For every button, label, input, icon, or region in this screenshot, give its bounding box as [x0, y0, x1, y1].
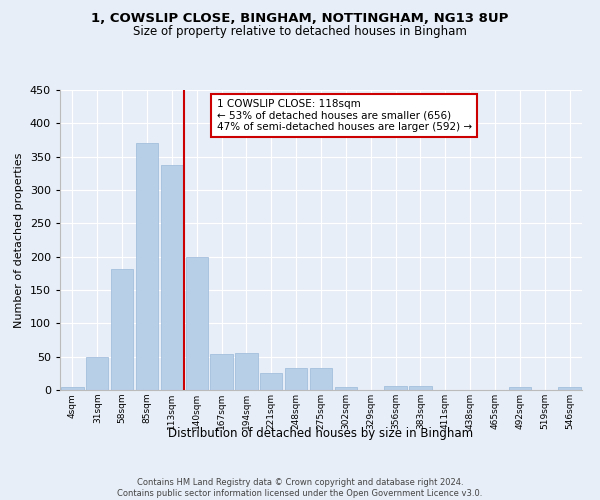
- Text: Contains HM Land Registry data © Crown copyright and database right 2024.
Contai: Contains HM Land Registry data © Crown c…: [118, 478, 482, 498]
- Text: Distribution of detached houses by size in Bingham: Distribution of detached houses by size …: [169, 428, 473, 440]
- Bar: [136, 144, 158, 390]
- Text: Size of property relative to detached houses in Bingham: Size of property relative to detached ho…: [133, 25, 467, 38]
- Text: 1, COWSLIP CLOSE, BINGHAM, NOTTINGHAM, NG13 8UP: 1, COWSLIP CLOSE, BINGHAM, NOTTINGHAM, N…: [91, 12, 509, 26]
- Bar: [211, 354, 233, 390]
- Y-axis label: Number of detached properties: Number of detached properties: [14, 152, 24, 328]
- Bar: [509, 386, 531, 390]
- Bar: [310, 368, 332, 390]
- Bar: [559, 388, 581, 390]
- Bar: [409, 386, 431, 390]
- Bar: [185, 258, 208, 390]
- Bar: [385, 386, 407, 390]
- Bar: [260, 372, 283, 390]
- Bar: [61, 386, 83, 390]
- Text: 1 COWSLIP CLOSE: 118sqm
← 53% of detached houses are smaller (656)
47% of semi-d: 1 COWSLIP CLOSE: 118sqm ← 53% of detache…: [217, 99, 472, 132]
- Bar: [235, 354, 257, 390]
- Bar: [285, 368, 307, 390]
- Bar: [86, 356, 109, 390]
- Bar: [335, 386, 357, 390]
- Bar: [111, 270, 133, 390]
- Bar: [161, 164, 183, 390]
